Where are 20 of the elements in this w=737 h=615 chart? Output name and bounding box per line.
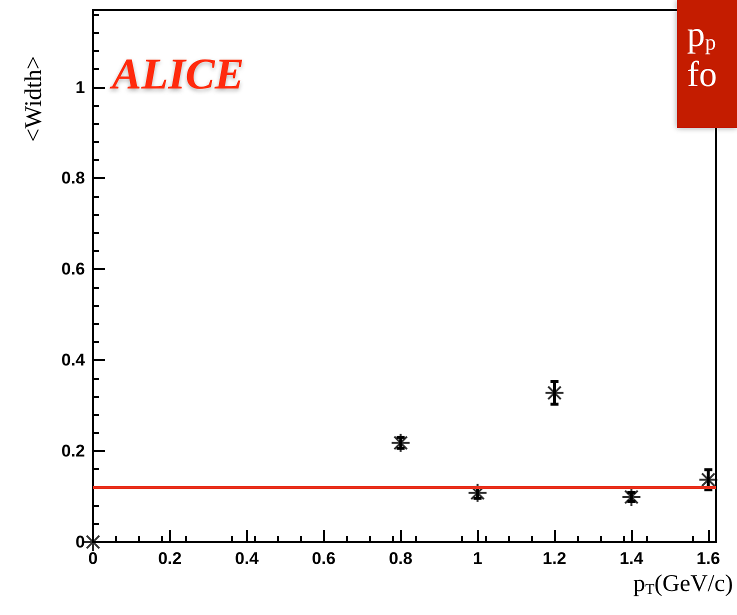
x-tick-label: 0.2 — [158, 549, 182, 568]
y-tick-label: 0 — [76, 532, 85, 552]
x-tick-label: 1 — [472, 549, 482, 568]
x-tick-label: 0.8 — [388, 549, 412, 568]
point — [390, 432, 411, 453]
point — [468, 482, 488, 503]
y-tick-label: 0.8 — [61, 168, 85, 188]
x-tick-label: 0 — [88, 549, 98, 568]
x-tick-label: 1.4 — [620, 549, 644, 568]
y-tick-label: 0.2 — [61, 442, 85, 461]
x-tick-label: 1.6 — [696, 549, 720, 568]
annotation: pp fo — [687, 14, 717, 94]
annotation: ALICE — [109, 50, 244, 98]
y-tick-label: 0.4 — [61, 350, 86, 370]
x-tick-label: 0.4 — [235, 549, 260, 568]
y-axis-title: <Width> — [21, 56, 47, 142]
y-tick-label: 1 — [76, 78, 85, 97]
y-tick-label: 0.6 — [61, 260, 85, 279]
x-tick-label: 0.6 — [312, 549, 336, 568]
x-tick-label: 1.2 — [542, 549, 566, 568]
